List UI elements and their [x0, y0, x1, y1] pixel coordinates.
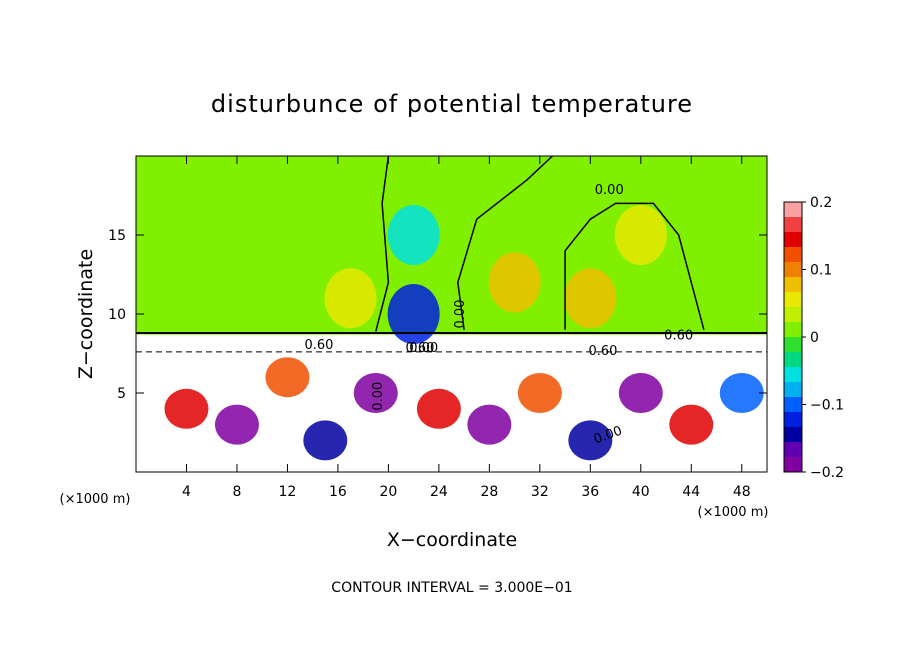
field-feature-17 [669, 404, 714, 445]
field-feature-7 [164, 388, 209, 429]
x-tick-label: 28 [480, 484, 498, 500]
field-feature-6 [324, 268, 377, 329]
x-tick-label: 32 [531, 484, 549, 500]
field-feature-11 [353, 373, 398, 413]
colorbar-tick-label: −0.1 [810, 398, 844, 414]
x-tick-label: 20 [379, 484, 397, 500]
contour-label-4: 0.60 [664, 328, 693, 343]
colorbar-swatch [784, 427, 802, 443]
contour-label-8: 0.60 [588, 344, 617, 359]
contour-label-7: 0.00 [409, 341, 438, 356]
colorbar-swatch [784, 457, 802, 473]
x-tick-label: 40 [632, 484, 650, 500]
y-tick-label: 15 [108, 228, 126, 244]
field-feature-13 [467, 404, 512, 445]
field-feature-18 [719, 373, 764, 413]
contour-line-zero-0 [375, 156, 390, 332]
field-feature-8 [214, 404, 259, 445]
field-feature-9 [265, 357, 310, 398]
plot-area [136, 156, 767, 472]
x-tick-label: 8 [232, 484, 241, 500]
contour-label-5: 0.00 [371, 382, 386, 411]
field-feature-16 [618, 373, 663, 413]
field-feature-3 [564, 268, 617, 329]
y-tick-label: 10 [108, 307, 126, 323]
field-feature-12 [416, 388, 461, 429]
x-tick-label: 24 [430, 484, 448, 500]
field-feature-1 [488, 252, 541, 313]
colorbar-swatch [784, 322, 802, 338]
field-feature-15 [568, 420, 613, 461]
field-feature-2 [614, 205, 667, 265]
x-unit-label-right: (×1000 m) [698, 505, 769, 520]
x-tick-label: 36 [581, 484, 599, 500]
field-feature-14 [517, 373, 562, 413]
field-feature-10 [303, 420, 348, 461]
contour-label-3: 0.00 [453, 300, 468, 329]
colorbar-swatch [784, 307, 802, 323]
x-unit-label-left: (×1000 m) [60, 492, 131, 507]
field-feature-5 [387, 284, 440, 344]
x-axis-label: X−coordinate [387, 529, 517, 551]
colorbar-swatch [784, 397, 802, 413]
contour-interval-note: CONTOUR INTERVAL = 3.000E−01 [331, 580, 572, 596]
colorbar-swatch [784, 232, 802, 248]
colorbar-swatch [784, 202, 802, 218]
colorbar-swatch [784, 367, 802, 383]
colorbar-swatch [784, 247, 802, 263]
x-tick-label: 48 [733, 484, 751, 500]
y-tick-label: 5 [117, 386, 126, 402]
x-tick-label: 12 [279, 484, 297, 500]
colorbar-tick-label: −0.2 [810, 465, 844, 481]
colorbar-swatch [784, 262, 802, 278]
field-feature-4 [387, 205, 440, 265]
x-tick-label: 44 [682, 484, 700, 500]
colorbar-tick-label: 0.1 [810, 263, 832, 279]
colorbar-ticks: 0.2 0.1 0 −0.1 −0.2 [802, 195, 844, 481]
contour-lines: 0.000.60 0.600.000.600.000.000.00 0.60 [136, 156, 767, 448]
x-axis-ticks: 4 8 12 16 20 24 28 32 36 40 44 48 [182, 156, 751, 500]
colorbar-tick-label: 0.2 [810, 195, 832, 211]
chart-title: disturbunce of potential temperature [211, 90, 693, 118]
x-tick-label: 4 [182, 484, 191, 500]
contour-label-1: 0.60 [305, 338, 334, 353]
colorbar-swatch [784, 352, 802, 368]
colorbar-swatch [784, 382, 802, 398]
y-axis-label: Z−coordinate [75, 249, 97, 379]
colorbar [784, 202, 802, 473]
contour-line-zero-1 [457, 156, 553, 330]
field-feature-0 [236, 157, 289, 218]
colorbar-tick-label: 0 [810, 330, 819, 346]
colorbar-swatch [784, 277, 802, 293]
colorbar-swatch [784, 217, 802, 233]
contour-line-zero-2 [564, 202, 705, 330]
colorbar-swatch [784, 412, 802, 428]
contour-label-2: 0.60 [405, 341, 434, 356]
x-tick-label: 16 [329, 484, 347, 500]
y-axis-ticks: 5 10 15 [108, 228, 767, 402]
colorbar-swatch [784, 337, 802, 353]
colorbar-swatch [784, 442, 802, 458]
colorbar-swatch [784, 292, 802, 308]
contour-label-0: 0.00 [595, 183, 624, 198]
